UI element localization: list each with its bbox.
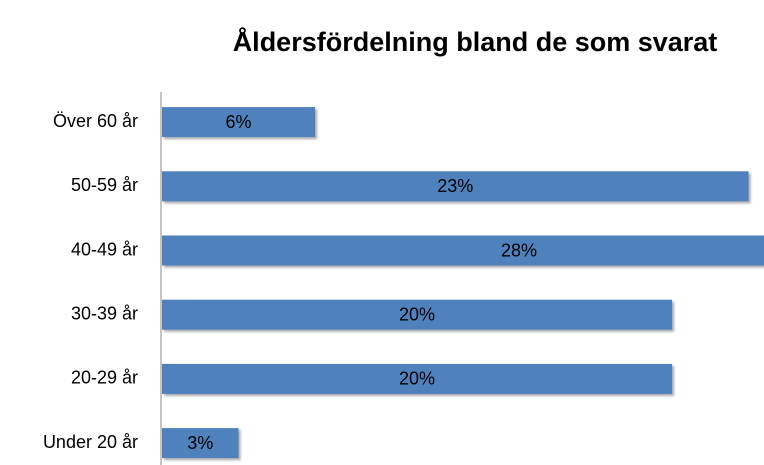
value-label: 6% [225, 112, 251, 132]
chart-title: Åldersfördelning bland de som svarat [233, 26, 718, 57]
category-label: 30-39 år [71, 303, 138, 323]
bar [162, 171, 749, 202]
category-label: 50-59 år [71, 175, 138, 195]
value-label: 3% [187, 433, 213, 453]
category-label: Över 60 år [53, 111, 138, 131]
category-label: 40-49 år [71, 239, 138, 259]
bar [162, 235, 764, 266]
bar [162, 428, 239, 459]
value-label: 23% [437, 176, 473, 196]
value-label: 28% [501, 240, 537, 260]
value-label: 20% [399, 369, 435, 389]
bar [162, 363, 672, 394]
bar [162, 107, 315, 138]
category-label: 20-29 år [71, 368, 138, 388]
value-label: 20% [399, 304, 435, 324]
bar [162, 299, 672, 330]
category-label: Under 20 år [43, 432, 138, 452]
